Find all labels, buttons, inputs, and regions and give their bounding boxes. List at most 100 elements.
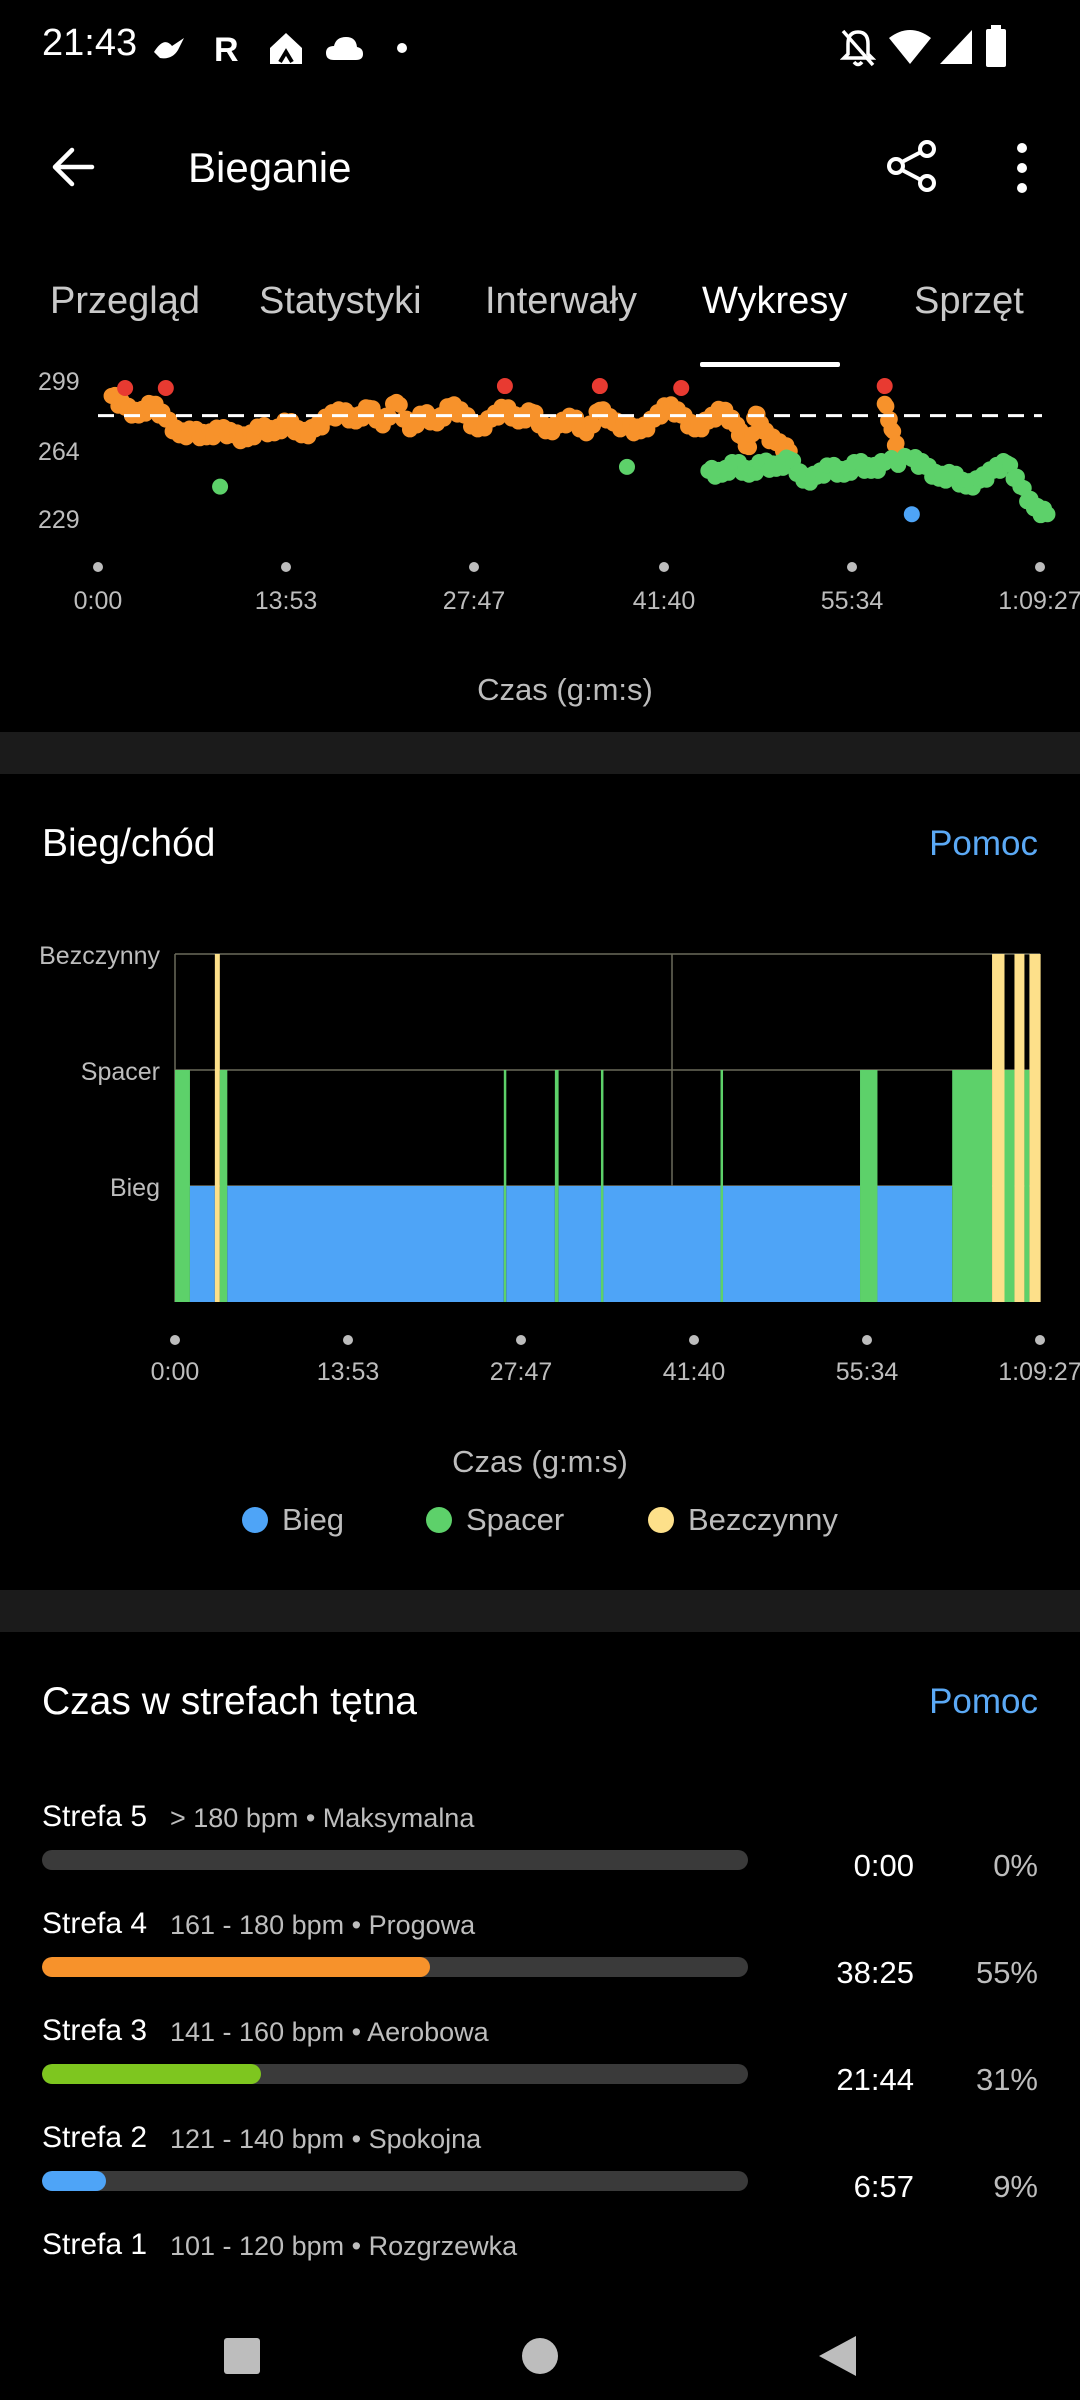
segment-bezczynny xyxy=(992,954,1005,1302)
back-triangle-icon[interactable] xyxy=(816,2334,858,2378)
section-divider xyxy=(0,1590,1080,1632)
zone-duration: 21:44 xyxy=(836,2062,914,2097)
x-tick-dot xyxy=(862,1335,872,1345)
chart2-x-ticks: 0:00 13:53 27:47 41:40 55:34 1:09:27 xyxy=(151,1335,1080,1386)
x-tick-dot xyxy=(689,1335,699,1345)
zone-percent: 31% xyxy=(975,2062,1038,2097)
x-tick-dot xyxy=(659,562,669,572)
page-title: Bieganie xyxy=(188,144,352,191)
dot-icon xyxy=(397,43,407,53)
legend-dot xyxy=(242,1507,268,1533)
y-tick-label: 299 xyxy=(38,368,80,396)
zone-bar-track xyxy=(42,2064,748,2084)
chart2-x-axis-title: Czas (g:m:s) xyxy=(452,1444,628,1479)
x-tick-label: 0:00 xyxy=(74,587,123,615)
segment-bieg xyxy=(877,1186,953,1302)
x-tick-dot xyxy=(281,562,291,572)
status-bar: 21:43 R xyxy=(0,0,1080,96)
scatter-point-green xyxy=(212,478,229,495)
segment-bieg xyxy=(506,1186,555,1302)
legend-item-spacer: Spacer xyxy=(426,1502,564,1538)
legend-dot xyxy=(648,1507,674,1533)
x-tick-dot xyxy=(516,1335,526,1345)
x-tick-label: 27:47 xyxy=(443,587,506,615)
arrow-left-icon[interactable] xyxy=(48,142,98,192)
system-nav-bar xyxy=(0,2270,1080,2400)
tab-sprzet[interactable]: Sprzęt xyxy=(914,280,1024,322)
run-walk-help-link[interactable]: Pomoc xyxy=(929,824,1038,863)
zone-name: Strefa 3 xyxy=(42,2014,148,2047)
scatter-point-red xyxy=(117,380,134,397)
app-bar: Bieganie xyxy=(0,96,1080,246)
segment-bieg xyxy=(603,1186,721,1302)
tab-wykresy[interactable]: Wykresy xyxy=(702,280,848,322)
chart2-y-label: Spacer xyxy=(81,1058,160,1086)
zone-desc: 141 - 160 bpm • Aerobowa xyxy=(170,2017,489,2047)
signal-icon xyxy=(940,30,972,64)
tab-active-indicator xyxy=(700,362,840,367)
more-vert-icon[interactable] xyxy=(1010,140,1034,196)
legend-label: Spacer xyxy=(466,1502,565,1537)
zone-desc: 121 - 140 bpm • Spokojna xyxy=(170,2124,482,2154)
segment-spacer xyxy=(600,1070,604,1302)
segment-spacer xyxy=(1004,1070,1015,1302)
scatter-point-red xyxy=(876,378,893,395)
zone-row-3: Strefa 3 141 - 160 bpm • Aerobowa 21:44 … xyxy=(42,2014,1038,2114)
segment-spacer xyxy=(860,1070,878,1302)
zone-duration: 6:57 xyxy=(853,2169,914,2204)
x-tick-label: 55:34 xyxy=(836,1358,899,1386)
x-tick-label: 13:53 xyxy=(255,587,318,615)
tab-statystyki[interactable]: Statystyki xyxy=(259,280,422,322)
segment-spacer xyxy=(503,1070,507,1302)
x-tick-label: 27:47 xyxy=(490,1358,553,1386)
zone-bar-track xyxy=(42,1957,748,1977)
zone-bar-fill xyxy=(42,2064,261,2084)
legend-item-bieg: Bieg xyxy=(242,1502,344,1538)
scatter-point-red xyxy=(673,380,690,397)
x-tick-label: 41:40 xyxy=(663,1358,726,1386)
legend-item-bezczynny: Bezczynny xyxy=(648,1502,838,1538)
x-tick-dot xyxy=(93,562,103,572)
segment-bieg xyxy=(227,1186,504,1302)
chart2-y-label: Bezczynny xyxy=(39,942,160,970)
scatter-point-green xyxy=(1002,456,1019,473)
segment-bezczynny xyxy=(214,954,220,1302)
chart2-legend: Bieg Spacer Bezczynny xyxy=(0,1502,1080,1552)
x-axis-ticks: 0:00 13:53 27:47 41:40 55:34 1:09:27 xyxy=(74,562,1080,615)
scatter-point-red xyxy=(157,380,174,397)
segment-bieg xyxy=(189,1186,215,1302)
run-walk-title: Bieg/chód xyxy=(42,822,216,865)
zone-bar-track xyxy=(42,2171,748,2191)
recents-square-icon[interactable] xyxy=(222,2336,262,2376)
zone-desc: 101 - 120 bpm • Rozgrzewka xyxy=(170,2231,518,2261)
x-tick-label: 41:40 xyxy=(633,587,696,615)
scatter-point-orange xyxy=(381,409,398,426)
zone-row-4: Strefa 4 161 - 180 bpm • Progowa 38:25 5… xyxy=(42,1907,1038,2007)
hr-zones-help-link[interactable]: Pomoc xyxy=(929,1682,1038,1721)
zone-row-5: Strefa 5 > 180 bpm • Maksymalna 0:00 0% xyxy=(42,1800,1038,1900)
bird-icon xyxy=(154,38,184,59)
zone-duration: 0:00 xyxy=(853,1848,914,1883)
zone-bar-track xyxy=(42,1850,748,1870)
x-tick-label: 0:00 xyxy=(151,1358,200,1386)
zone-name: Strefa 4 xyxy=(42,1907,148,1940)
zone-percent: 9% xyxy=(993,2169,1038,2204)
segment-spacer xyxy=(1024,1070,1030,1302)
zone-row-1: Strefa 1 101 - 120 bpm • Rozgrzewka xyxy=(42,2228,1038,2268)
tab-interwaly[interactable]: Interwały xyxy=(485,280,638,322)
share-icon[interactable] xyxy=(884,138,940,194)
segment-spacer xyxy=(219,1070,228,1302)
status-time: 21:43 xyxy=(42,22,138,64)
zone-row-2: Strefa 2 121 - 140 bpm • Spokojna 6:57 9… xyxy=(42,2121,1038,2221)
x-tick-label: 55:34 xyxy=(821,587,884,615)
hr-zones-title: Czas w strefach tętna xyxy=(42,1680,417,1723)
svg-text:R: R xyxy=(214,31,239,66)
tab-przeglad[interactable]: Przegląd xyxy=(50,280,200,322)
scatter-point-orange xyxy=(585,417,602,434)
zone-duration: 38:25 xyxy=(836,1955,914,1990)
home-circle-icon[interactable] xyxy=(520,2336,560,2376)
scatter-chart: 299 264 229 0:00 13:53 27:47 41:40 55:34 1:09:2… xyxy=(38,368,1080,615)
scatter-point-orange xyxy=(878,398,895,415)
y-tick-label: 264 xyxy=(38,438,80,466)
tab-bar: Przegląd Statystyki Interwały Wykresy Sp… xyxy=(0,250,1080,370)
